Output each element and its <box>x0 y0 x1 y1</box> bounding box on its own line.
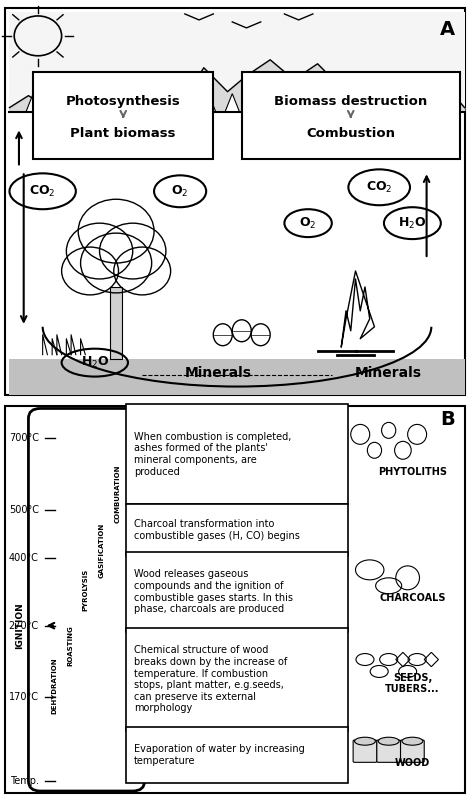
Text: Minerals: Minerals <box>184 367 252 380</box>
FancyBboxPatch shape <box>5 8 465 395</box>
FancyBboxPatch shape <box>377 740 401 762</box>
Text: Combustion: Combustion <box>306 127 395 140</box>
Text: COMBURATION: COMBURATION <box>115 465 120 524</box>
Text: 270°C: 270°C <box>9 621 39 630</box>
Text: Charcoal transformation into
combustible gases (H, CO) begins: Charcoal transformation into combustible… <box>134 519 300 541</box>
Text: O$_2$: O$_2$ <box>172 184 189 198</box>
FancyBboxPatch shape <box>9 359 465 395</box>
Text: Evaporation of water by increasing
temperature: Evaporation of water by increasing tempe… <box>134 744 304 766</box>
Text: ROASTING: ROASTING <box>67 625 73 666</box>
Text: Plant biomass: Plant biomass <box>71 127 176 140</box>
FancyBboxPatch shape <box>126 628 348 732</box>
Ellipse shape <box>378 737 399 745</box>
Polygon shape <box>273 94 287 112</box>
FancyBboxPatch shape <box>401 740 424 762</box>
Polygon shape <box>377 94 391 112</box>
Text: WOOD: WOOD <box>395 758 430 768</box>
Text: 170°C: 170°C <box>9 693 39 702</box>
Text: O$_2$: O$_2$ <box>300 216 317 230</box>
FancyBboxPatch shape <box>126 505 348 556</box>
Text: H$_2$O: H$_2$O <box>398 216 427 230</box>
Polygon shape <box>225 94 239 112</box>
Text: 700°C: 700°C <box>9 434 39 443</box>
Polygon shape <box>310 94 325 112</box>
Text: Wood releases gaseous
compounds and the ignition of
combustible gases starts. In: Wood releases gaseous compounds and the … <box>134 569 292 614</box>
Text: Biomass destruction: Biomass destruction <box>274 95 428 108</box>
Text: A: A <box>440 20 455 39</box>
Text: Photosynthesis: Photosynthesis <box>66 95 181 108</box>
FancyBboxPatch shape <box>33 72 213 159</box>
Polygon shape <box>201 94 216 112</box>
Text: PYROLYSIS: PYROLYSIS <box>83 568 89 611</box>
Text: DEHYDRATION: DEHYDRATION <box>52 657 57 714</box>
Polygon shape <box>26 94 40 112</box>
Text: CHARCOALS: CHARCOALS <box>379 593 446 603</box>
Text: Chemical structure of wood
breaks down by the increase of
temperature. If combus: Chemical structure of wood breaks down b… <box>134 646 287 713</box>
Text: 400°C: 400°C <box>9 553 39 563</box>
Polygon shape <box>415 94 429 112</box>
Text: B: B <box>440 410 455 430</box>
FancyBboxPatch shape <box>353 740 377 762</box>
Text: PHYTOLITHS: PHYTOLITHS <box>378 467 447 477</box>
Text: Minerals: Minerals <box>355 367 422 380</box>
FancyBboxPatch shape <box>28 408 145 791</box>
Polygon shape <box>111 94 126 112</box>
FancyBboxPatch shape <box>242 72 460 159</box>
Polygon shape <box>135 94 149 112</box>
Ellipse shape <box>355 737 375 745</box>
FancyBboxPatch shape <box>5 406 465 793</box>
Polygon shape <box>110 287 122 359</box>
FancyBboxPatch shape <box>126 727 348 783</box>
Ellipse shape <box>402 737 423 745</box>
Polygon shape <box>344 94 358 112</box>
Text: SEEDS,
TUBERS...: SEEDS, TUBERS... <box>385 673 439 694</box>
Text: IGNITION: IGNITION <box>16 603 24 649</box>
Text: GASIFICATION: GASIFICATION <box>99 522 104 578</box>
Text: H$_2$O: H$_2$O <box>81 355 109 370</box>
Text: 500°C: 500°C <box>9 505 39 515</box>
Text: Temp.: Temp. <box>10 776 39 786</box>
FancyBboxPatch shape <box>9 12 465 112</box>
Text: CO$_2$: CO$_2$ <box>29 184 56 198</box>
FancyBboxPatch shape <box>126 405 348 505</box>
Polygon shape <box>45 94 59 112</box>
Text: CO$_2$: CO$_2$ <box>366 180 392 194</box>
FancyBboxPatch shape <box>126 552 348 631</box>
Text: When combustion is completed,
ashes formed of the plants'
mineral components, ar: When combustion is completed, ashes form… <box>134 432 291 477</box>
